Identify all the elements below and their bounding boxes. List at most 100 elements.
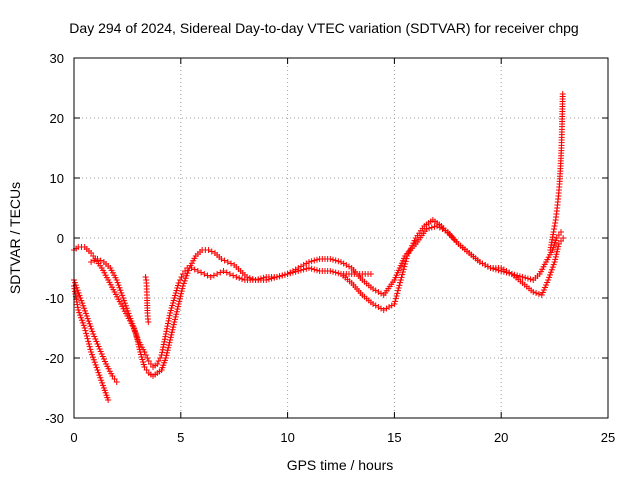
data-point	[194, 268, 201, 274]
y-tick-label: 0	[57, 231, 64, 246]
data-point-interp	[168, 329, 175, 336]
data-point-interp	[127, 315, 134, 322]
data-point-interp	[335, 258, 342, 265]
data-point-interp	[552, 220, 559, 226]
data-point-interp	[136, 346, 143, 353]
data-point-interp	[554, 246, 561, 253]
data-point-interp	[554, 248, 561, 255]
data-point-interp	[173, 311, 180, 318]
data-point	[305, 259, 312, 265]
data-point-interp	[308, 258, 315, 265]
y-tick-label: -10	[45, 291, 64, 306]
data-point-interp	[76, 292, 83, 299]
data-point	[391, 301, 398, 307]
data-point-interp	[85, 338, 92, 345]
data-point	[558, 229, 565, 235]
data-point-interp	[402, 261, 409, 267]
data-point-interp	[83, 333, 90, 339]
data-point-interp	[329, 256, 336, 263]
data-point	[83, 313, 90, 319]
x-axis-label: GPS time / hours	[287, 457, 394, 473]
data-point-interp	[482, 262, 489, 268]
data-point	[551, 259, 558, 265]
data-point-interp	[160, 341, 167, 348]
data-point-interp	[372, 302, 379, 309]
series-track-4	[88, 223, 567, 379]
data-point-interp	[500, 268, 507, 275]
data-point-interp	[157, 355, 164, 361]
data-point-interp	[121, 297, 128, 304]
data-point-interp	[297, 263, 304, 270]
data-point-interp	[311, 257, 318, 264]
data-point-interp	[313, 256, 320, 263]
data-point-interp	[428, 224, 435, 231]
data-point-interp	[87, 346, 94, 353]
data-point-interp	[118, 289, 125, 296]
data-point	[201, 271, 208, 277]
data-point	[207, 274, 214, 280]
data-point-interp	[396, 282, 403, 289]
data-point-interp	[308, 265, 315, 272]
data-point-interp	[99, 379, 106, 386]
data-point-interp	[375, 304, 382, 310]
data-point-interp	[343, 262, 350, 268]
data-point-interp	[82, 327, 89, 334]
data-point-interp	[551, 226, 558, 232]
data-point-interp	[182, 275, 189, 282]
data-point-interp	[535, 291, 542, 297]
data-point	[327, 268, 334, 274]
y-tick-label: 10	[50, 171, 64, 186]
data-point-interp	[165, 317, 172, 324]
data-point-interp	[549, 264, 556, 271]
data-point-interp	[74, 287, 81, 294]
data-point-interp	[375, 289, 382, 295]
data-point-interp	[168, 331, 175, 338]
data-point-interp	[490, 265, 497, 272]
data-point-interp	[271, 274, 278, 281]
data-point-interp	[547, 271, 554, 278]
data-point-interp	[555, 243, 562, 250]
data-point-interp	[439, 226, 446, 232]
data-point	[498, 268, 505, 274]
data-point-interp	[121, 300, 128, 307]
data-point-interp	[410, 240, 417, 247]
data-point	[132, 331, 139, 337]
data-point-interp	[163, 325, 170, 332]
data-point-interp	[394, 287, 401, 294]
data-point-interp	[178, 274, 185, 280]
data-point	[487, 265, 494, 271]
y-tick-label: 30	[50, 51, 64, 66]
data-point-interp	[80, 322, 87, 329]
data-point-interp	[300, 262, 307, 268]
data-point	[154, 361, 161, 367]
data-point-interp	[178, 288, 185, 295]
data-point	[263, 277, 270, 283]
data-point-interp	[162, 333, 169, 340]
data-point-interp	[92, 361, 99, 368]
data-point-interp	[403, 255, 410, 262]
data-point	[404, 253, 411, 259]
data-point-interp	[114, 279, 121, 286]
data-point	[77, 295, 84, 301]
data-point	[94, 256, 101, 262]
data-point-interp	[96, 372, 103, 379]
x-tick-label: 20	[494, 430, 508, 445]
data-point-interp	[89, 351, 96, 358]
data-point	[305, 265, 312, 271]
data-point-interp	[79, 319, 86, 326]
data-point	[162, 355, 169, 361]
y-tick-label: 20	[50, 111, 64, 126]
data-point-interp	[236, 275, 243, 281]
series-track-vertical	[142, 274, 152, 325]
data-point-interp	[172, 316, 179, 323]
data-point-interp	[81, 307, 88, 314]
data-point-interp	[166, 312, 173, 319]
data-point-interp	[533, 290, 540, 296]
data-point-interp	[117, 287, 124, 294]
data-point-interp	[134, 336, 141, 343]
data-point	[560, 235, 567, 241]
data-point-interp	[123, 305, 130, 312]
data-point-interp	[122, 302, 129, 309]
data-point	[179, 283, 186, 289]
x-tick-label: 0	[70, 430, 77, 445]
